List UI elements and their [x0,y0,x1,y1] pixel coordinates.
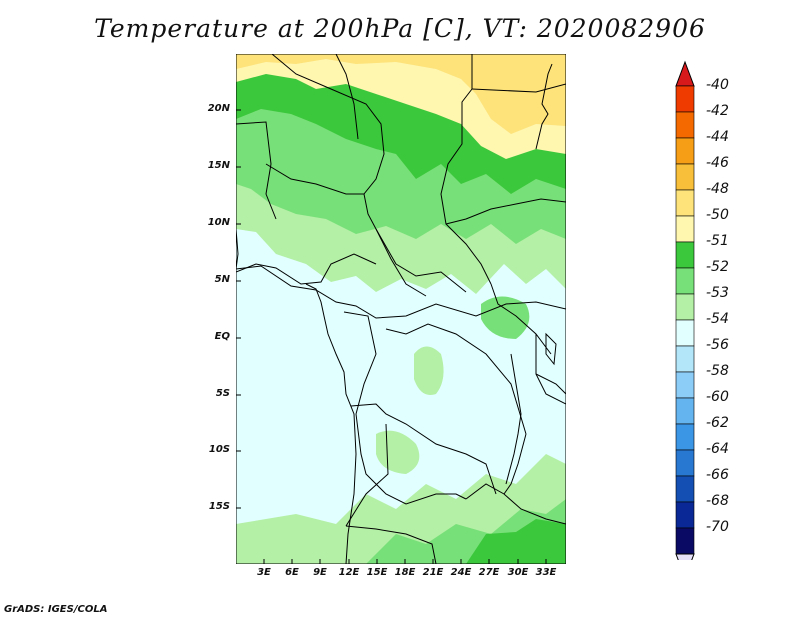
y-tick-label: 15S [208,501,230,512]
colorbar-label: -44 [706,129,729,145]
colorbar-segment [675,137,695,165]
x-tick-label: 3E [257,567,271,578]
colorbar-bottom-arrow [675,553,695,560]
x-tick-label: 15E [366,567,388,578]
colorbar-label: -58 [706,363,729,379]
colorbar-label: -64 [706,441,729,457]
colorbar-label: -51 [706,233,729,249]
colorbar-label: -42 [706,103,729,119]
colorbar-label: -53 [706,285,729,301]
colorbar-top-arrow [675,60,695,87]
colorbar-segment [675,527,695,555]
coastline [236,63,557,564]
colorbar-segment [675,111,695,139]
colorbar-label: -56 [706,337,729,353]
colorbar-label: -60 [706,389,729,405]
footer-credit: GrADS: IGES/COLA [4,604,108,615]
colorbar-segment [675,85,695,113]
colorbar-segment [675,163,695,191]
y-axis-ticks [236,109,241,509]
colorbar-label: -48 [706,181,729,197]
colorbar-label: -68 [706,493,729,509]
colorbar-segment [675,501,695,529]
colorbar-segment [675,371,695,399]
x-tick-label: 24E [450,567,472,578]
x-tick-label: 21E [422,567,444,578]
colorbar-label: -40 [706,77,729,93]
colorbar-segment [675,241,695,269]
x-tick-label: 27E [478,567,500,578]
y-tick-label: 5S [215,388,230,399]
y-tick-label: 5N [214,274,230,285]
colorbar-segment [675,267,695,295]
region-minus50-north [236,54,566,134]
x-tick-label: 9E [313,567,327,578]
x-tick-label: 30E [507,567,529,578]
colorbar-label: -66 [706,467,729,483]
country-borders [236,54,566,564]
colorbar-segment [675,397,695,425]
y-tick-label: 20N [207,103,230,114]
x-tick-label: 33E [535,567,557,578]
colorbar-label: -54 [706,311,729,327]
colorbar [675,60,695,560]
colorbar-segment [675,345,695,373]
y-tick-label: 15N [207,160,230,171]
region-minus53-east [481,296,530,339]
x-tick-label: 18E [394,567,416,578]
y-tick-label: 10N [207,217,230,228]
chart-title: Temperature at 200hPa [C], VT: 202008290… [94,14,706,43]
x-tick-label: 12E [338,567,360,578]
colorbar-label: -62 [706,415,729,431]
x-tick-label: 6E [285,567,299,578]
y-tick-label: EQ [214,331,230,342]
colorbar-label: -50 [706,207,729,223]
colorbar-segment [675,475,695,503]
colorbar-label: -46 [706,155,729,171]
colorbar-label: -52 [706,259,729,275]
temperature-map [236,54,566,564]
colorbar-segment [675,293,695,321]
region-minus52-south [466,519,566,564]
region-minus54-patch [414,346,444,395]
colorbar-segment [675,319,695,347]
colorbar-label: -70 [706,519,729,535]
y-tick-label: 10S [208,444,230,455]
colorbar-segment [675,215,695,243]
colorbar-segment [675,189,695,217]
x-axis-ticks [263,559,547,564]
colorbar-segment [675,449,695,477]
colorbar-segment [675,423,695,451]
